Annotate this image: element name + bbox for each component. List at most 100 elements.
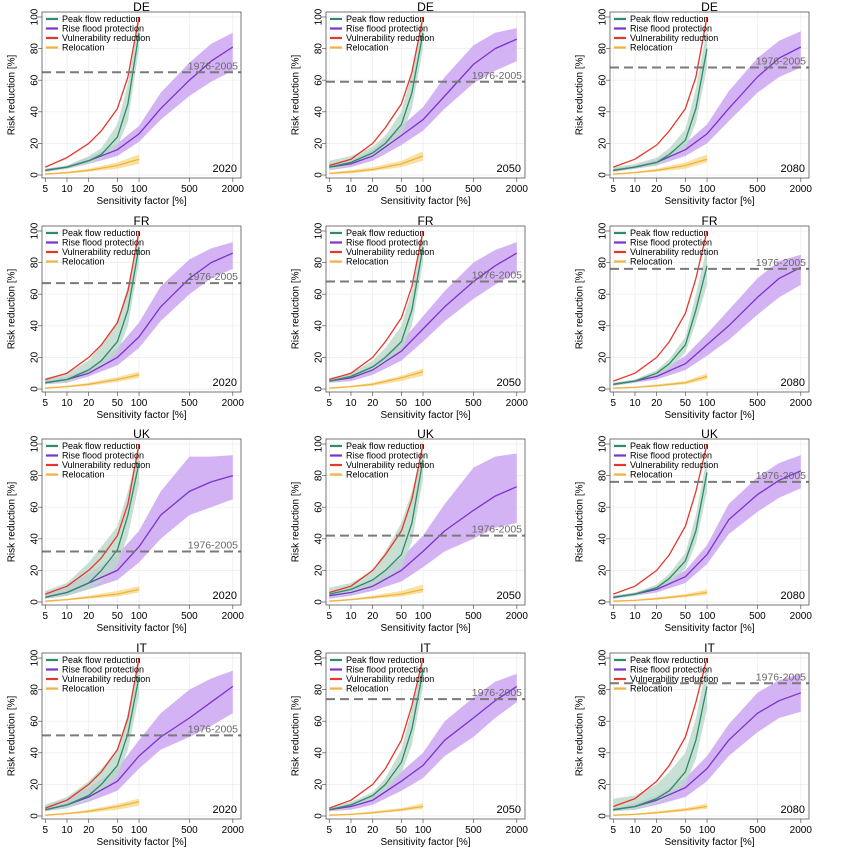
scenario-year-label: 2080 bbox=[781, 804, 805, 816]
plot-frame bbox=[325, 652, 526, 820]
legend-entry: Relocation bbox=[346, 470, 389, 480]
legend-entry: Vulnerability reduction bbox=[630, 460, 718, 470]
x-tick-label: 500 bbox=[181, 184, 198, 195]
reloc-uncertainty-band bbox=[45, 798, 139, 816]
y-axis-label: Risk reduction [%] bbox=[575, 481, 586, 562]
peak-uncertainty-band bbox=[45, 661, 139, 812]
legend-entry: Vulnerability reduction bbox=[62, 460, 150, 470]
x-tick-label: 50 bbox=[680, 398, 692, 409]
y-tick-label: 60 bbox=[314, 715, 325, 727]
legend-entry: Relocation bbox=[630, 43, 673, 53]
y-tick-label: 40 bbox=[314, 320, 325, 332]
x-tick-label: 100 bbox=[699, 825, 716, 836]
y-axis-label: Risk reduction [%] bbox=[7, 695, 18, 776]
x-tick-label: 5 bbox=[327, 184, 333, 195]
plot-frame bbox=[41, 438, 242, 606]
peak-line bbox=[45, 32, 140, 171]
vuln-line bbox=[45, 230, 140, 381]
y-tick-label: 60 bbox=[598, 288, 609, 300]
x-tick-label: 500 bbox=[465, 184, 482, 195]
y-tick-label: 80 bbox=[30, 257, 41, 269]
x-axis-label: Sensitivity factor [%] bbox=[380, 410, 470, 421]
vuln-line bbox=[613, 16, 708, 168]
peak-line bbox=[613, 48, 708, 171]
x-tick-label: 5 bbox=[611, 398, 617, 409]
x-tick-label: 5 bbox=[327, 398, 333, 409]
scenario-year-label: 2020 bbox=[213, 590, 237, 602]
reloc-line bbox=[329, 155, 424, 175]
scenario-year-label: 2020 bbox=[213, 804, 237, 816]
baseline-label: 1976-2005 bbox=[188, 539, 238, 551]
rise-line bbox=[613, 266, 802, 385]
x-tick-label: 50 bbox=[112, 398, 124, 409]
reloc-line bbox=[329, 805, 424, 816]
legend-entry: Rise flood protection bbox=[62, 665, 144, 675]
x-tick-label: 5 bbox=[327, 825, 333, 836]
y-tick-label: 60 bbox=[30, 288, 41, 300]
y-tick-label: 80 bbox=[30, 470, 41, 482]
legend-entry: Vulnerability reduction bbox=[62, 674, 150, 684]
legend-entry: Rise flood protection bbox=[346, 24, 428, 34]
y-tick-label: 40 bbox=[314, 533, 325, 545]
x-tick-label: 20 bbox=[83, 398, 95, 409]
panel-fr-2020: 1976-2005 5 10 20 50 100 500 2000 0 20 40 60 80 100 FR… bbox=[7, 214, 245, 421]
panel-title: DE bbox=[701, 0, 718, 14]
x-tick-label: 5 bbox=[327, 611, 333, 622]
peak-line bbox=[329, 32, 424, 168]
x-tick-label: 20 bbox=[651, 398, 663, 409]
peak-line bbox=[45, 462, 140, 598]
legend-entry: Rise flood protection bbox=[630, 451, 712, 461]
legend-entry: Relocation bbox=[346, 257, 389, 267]
baseline-label: 1976-2005 bbox=[472, 687, 522, 699]
x-tick-label: 10 bbox=[61, 825, 73, 836]
rise-uncertainty-band bbox=[613, 455, 801, 599]
x-axis-label: Sensitivity factor [%] bbox=[96, 196, 186, 207]
legend-entry: Relocation bbox=[62, 43, 105, 53]
rise-uncertainty-band bbox=[45, 670, 233, 812]
y-tick-label: 80 bbox=[314, 257, 325, 269]
x-tick-label: 2000 bbox=[506, 825, 529, 836]
x-tick-label: 2000 bbox=[222, 611, 245, 622]
x-axis-label: Sensitivity factor [%] bbox=[664, 410, 754, 421]
y-tick-label: 60 bbox=[598, 501, 609, 513]
peak-line bbox=[45, 246, 140, 384]
y-tick-label: 40 bbox=[30, 320, 41, 332]
rise-uncertainty-band bbox=[45, 455, 233, 599]
y-tick-label: 100 bbox=[30, 435, 41, 452]
baseline-label: 1976-2005 bbox=[188, 60, 238, 72]
panel-title: UK bbox=[701, 427, 718, 441]
y-tick-label: 20 bbox=[598, 564, 609, 576]
y-axis-label: Risk reduction [%] bbox=[7, 268, 18, 349]
legend-entry: Vulnerability reduction bbox=[346, 33, 434, 43]
y-tick-label: 0 bbox=[30, 599, 41, 605]
y-tick-label: 20 bbox=[314, 778, 325, 790]
legend-entry: Peak flow reduction bbox=[346, 441, 425, 451]
baseline-label: 1976-2005 bbox=[756, 470, 806, 482]
scenario-year-label: 2050 bbox=[497, 590, 521, 602]
x-tick-label: 500 bbox=[181, 611, 198, 622]
legend-entry: Vulnerability reduction bbox=[62, 247, 150, 257]
legend-entry: Rise flood protection bbox=[62, 24, 144, 34]
legend-entry: Rise flood protection bbox=[62, 451, 144, 461]
y-tick-label: 20 bbox=[598, 778, 609, 790]
reloc-line bbox=[45, 588, 140, 602]
x-tick-label: 50 bbox=[396, 611, 408, 622]
baseline-label: 1976-2005 bbox=[756, 671, 806, 683]
x-tick-label: 500 bbox=[749, 825, 766, 836]
legend-entry: Peak flow reduction bbox=[346, 655, 425, 665]
y-axis-label: Risk reduction [%] bbox=[575, 268, 586, 349]
x-tick-label: 10 bbox=[345, 184, 357, 195]
scenario-year-label: 2050 bbox=[497, 377, 521, 389]
vuln-line bbox=[45, 443, 140, 595]
legend-entry: Relocation bbox=[630, 684, 673, 694]
panel-title: DE bbox=[417, 0, 434, 14]
legend-entry: Rise flood protection bbox=[346, 665, 428, 675]
x-tick-label: 2000 bbox=[222, 184, 245, 195]
peak-uncertainty-band bbox=[329, 447, 423, 598]
peak-line bbox=[613, 472, 708, 598]
y-axis-label: Risk reduction [%] bbox=[575, 695, 586, 776]
